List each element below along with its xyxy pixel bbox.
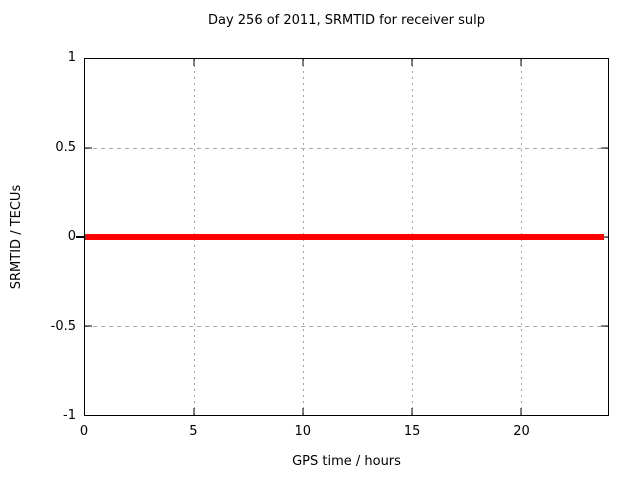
y-tick-label: -0.5	[50, 318, 76, 334]
x-tick-mark-top	[193, 59, 195, 66]
y-tick-mark-right	[601, 325, 608, 327]
x-tick-mark-top	[411, 59, 413, 66]
y-zero-outer-tick	[76, 236, 85, 238]
y-tick-mark-right	[601, 236, 608, 238]
x-tick-label: 10	[294, 424, 312, 439]
gridline-horizontal	[85, 326, 608, 327]
x-tick-mark-bottom	[193, 408, 195, 415]
x-tick-label: 5	[189, 424, 198, 439]
x-tick-labels: 0 5 10 15 20	[80, 424, 609, 440]
x-tick-mark-bottom	[302, 408, 304, 415]
x-tick-mark-bottom	[520, 408, 522, 415]
y-tick-label: 1	[67, 50, 76, 65]
y-tick-mark-left	[85, 147, 92, 149]
x-tick-mark-bottom	[411, 408, 413, 415]
x-axis-label: GPS time / hours	[292, 454, 401, 469]
x-tick-mark-top	[520, 59, 522, 66]
x-tick-mark-top	[302, 59, 304, 66]
chart-title: Day 256 of 2011, SRMTID for receiver sul…	[207, 13, 486, 28]
gridline-horizontal	[85, 148, 608, 149]
x-tick-label: 0	[79, 424, 89, 439]
y-tick-label: 0	[67, 229, 76, 244]
x-tick-label: 15	[403, 424, 421, 439]
y-tick-mark-left	[85, 325, 92, 327]
srmtid-series-line	[85, 234, 604, 240]
y-tick-label: 0.5	[55, 139, 76, 155]
x-tick-label: 20	[513, 424, 530, 439]
y-tick-labels: -1 -0.5 0 0.5 1	[0, 50, 76, 423]
plot-area	[76, 58, 609, 416]
y-tick-mark-right	[601, 147, 608, 149]
y-tick-label: -1	[63, 408, 76, 423]
